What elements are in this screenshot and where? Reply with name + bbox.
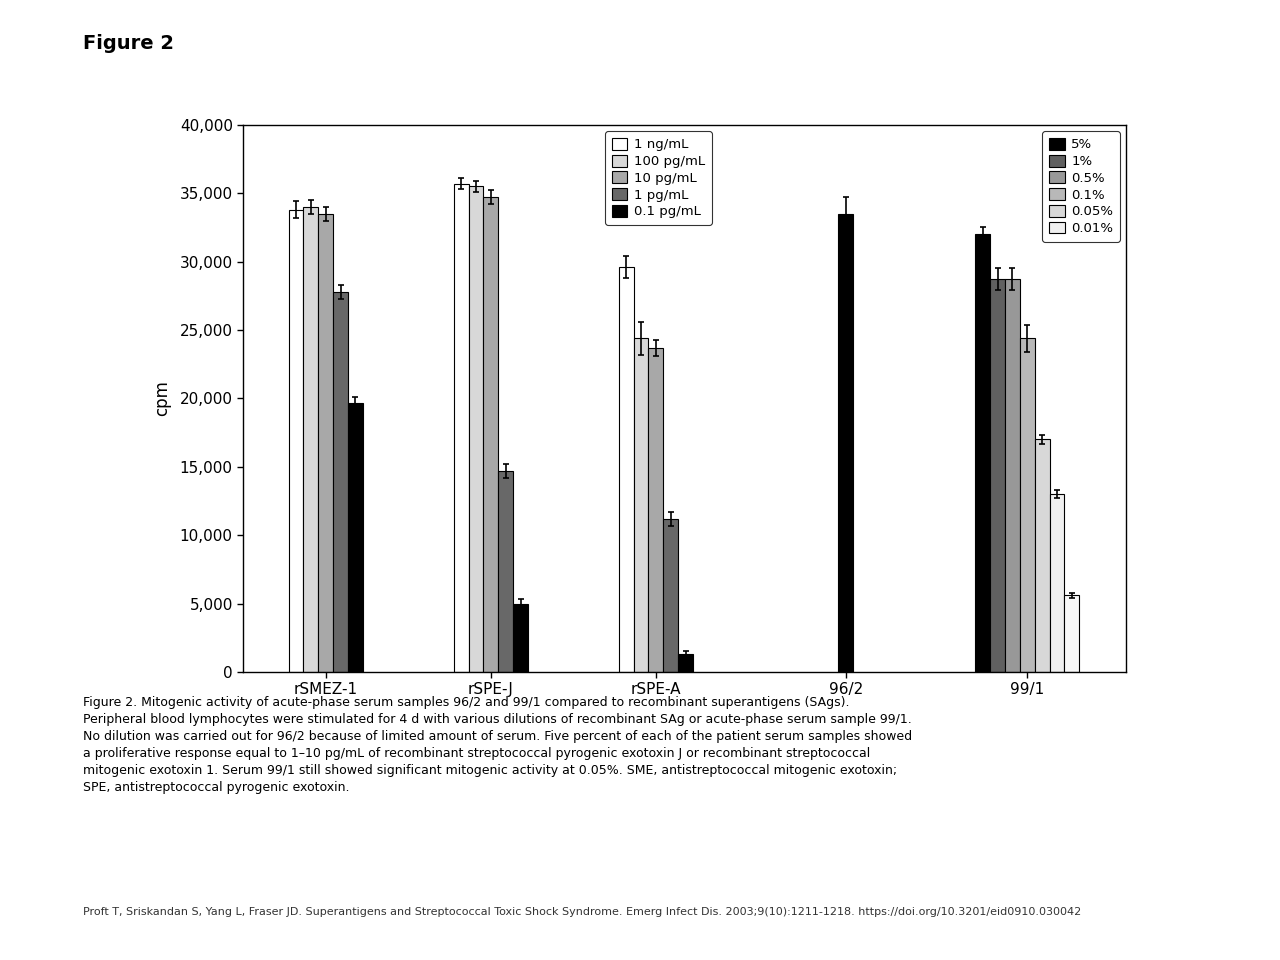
Bar xyxy=(1034,440,1050,672)
Text: Proft T, Sriskandan S, Yang L, Fraser JD. Superantigens and Streptococcal Toxic : Proft T, Sriskandan S, Yang L, Fraser JD… xyxy=(83,907,1082,917)
Bar xyxy=(468,186,484,672)
Bar xyxy=(1065,595,1079,672)
Bar xyxy=(975,234,991,672)
Bar xyxy=(288,209,303,672)
Bar xyxy=(991,279,1005,672)
Bar xyxy=(513,604,527,672)
Text: Figure 2: Figure 2 xyxy=(83,34,174,53)
Bar xyxy=(1020,338,1034,672)
Bar xyxy=(498,471,513,672)
Bar xyxy=(1050,494,1065,672)
Bar xyxy=(838,214,854,672)
Bar xyxy=(663,518,678,672)
Bar xyxy=(453,183,468,672)
Legend: 5%, 1%, 0.5%, 0.1%, 0.05%, 0.01%: 5%, 1%, 0.5%, 0.1%, 0.05%, 0.01% xyxy=(1042,132,1120,242)
Bar xyxy=(618,267,634,672)
Bar xyxy=(649,348,663,672)
Text: Figure 2. Mitogenic activity of acute-phase serum samples 96/2 and 99/1 compared: Figure 2. Mitogenic activity of acute-ph… xyxy=(83,696,913,794)
Bar xyxy=(1005,279,1020,672)
Bar xyxy=(319,214,333,672)
Bar xyxy=(634,338,649,672)
Bar xyxy=(333,292,348,672)
Bar xyxy=(348,402,364,672)
Bar xyxy=(484,198,498,672)
Bar xyxy=(303,207,319,672)
Y-axis label: cpm: cpm xyxy=(154,380,172,417)
Bar xyxy=(678,654,692,672)
